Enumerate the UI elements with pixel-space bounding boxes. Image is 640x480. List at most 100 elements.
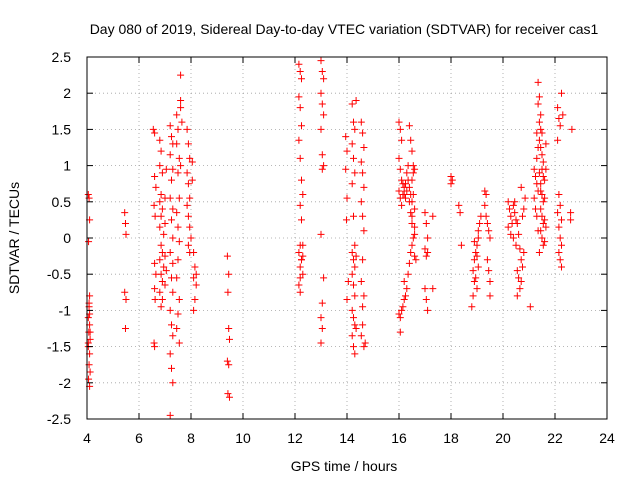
data-point: [122, 296, 130, 304]
data-point: [567, 209, 575, 217]
data-point: [161, 281, 169, 289]
data-point: [350, 118, 357, 126]
data-point: [162, 267, 170, 275]
data-point: [555, 223, 563, 231]
data-point: [166, 350, 174, 358]
data-point: [483, 220, 491, 228]
data-point: [169, 379, 177, 387]
data-point: [84, 191, 92, 199]
data-point: [357, 198, 365, 206]
x-tick-label: 14: [339, 430, 355, 446]
data-point: [533, 129, 541, 137]
data-point: [400, 277, 408, 285]
data-point: [396, 125, 404, 133]
data-point: [318, 67, 326, 75]
data-point: [295, 248, 303, 256]
data-point: [186, 194, 194, 202]
data-point: [472, 248, 480, 256]
data-point: [175, 154, 183, 162]
data-point: [447, 172, 455, 180]
data-point: [474, 227, 482, 235]
data-point: [473, 252, 481, 260]
data-point: [224, 390, 232, 398]
data-point: [535, 136, 543, 144]
data-point: [298, 75, 305, 83]
data-point: [457, 241, 465, 249]
data-point: [350, 281, 357, 289]
data-point: [169, 259, 177, 267]
data-point: [408, 147, 416, 155]
data-point: [186, 223, 194, 231]
data-point: [190, 274, 198, 282]
y-tick-label: -2: [59, 375, 72, 391]
data-point: [350, 256, 357, 264]
data-point: [539, 220, 547, 228]
data-point: [512, 241, 520, 249]
data-point: [122, 230, 130, 238]
data-point: [537, 205, 545, 213]
data-point: [350, 212, 357, 220]
data-point: [225, 335, 233, 343]
data-point: [317, 89, 325, 97]
data-point: [156, 198, 164, 206]
data-point: [506, 205, 513, 213]
data-point: [455, 201, 463, 209]
data-point: [533, 154, 541, 162]
data-point: [421, 209, 429, 217]
data-point: [469, 267, 477, 275]
data-point: [486, 234, 494, 242]
data-point: [405, 183, 413, 191]
data-point: [317, 57, 325, 65]
data-point: [357, 332, 365, 340]
data-point: [360, 144, 368, 151]
data-point: [296, 201, 304, 209]
y-tick-label: 0: [63, 230, 71, 246]
data-point: [539, 198, 547, 206]
data-point: [481, 187, 489, 195]
data-point: [408, 241, 416, 249]
data-point: [184, 212, 192, 220]
data-point: [351, 350, 359, 358]
data-point: [183, 169, 191, 177]
data-point: [360, 227, 368, 235]
data-point: [361, 339, 369, 347]
y-tick-label: 0.5: [52, 194, 72, 210]
data-point: [318, 165, 326, 173]
data-point: [190, 306, 198, 314]
data-point: [539, 158, 547, 166]
data-point: [360, 343, 368, 351]
data-point: [400, 191, 408, 199]
data-point: [482, 212, 490, 220]
x-tick-label: 10: [235, 430, 251, 446]
data-point: [168, 321, 175, 329]
data-point: [161, 252, 169, 260]
data-point: [352, 96, 360, 104]
data-point: [424, 306, 432, 314]
y-tick-label: -1: [59, 302, 72, 318]
data-point: [404, 270, 412, 278]
data-point: [534, 144, 542, 151]
data-point: [541, 194, 549, 202]
data-point: [411, 205, 419, 213]
data-point: [342, 216, 350, 224]
data-point: [175, 296, 183, 304]
data-point: [409, 234, 417, 242]
data-point: [530, 194, 538, 202]
data-point: [225, 361, 233, 369]
data-point: [520, 205, 528, 213]
data-point: [558, 216, 565, 224]
data-point: [407, 248, 415, 256]
data-point: [396, 314, 404, 322]
data-point: [299, 191, 307, 199]
data-point: [177, 96, 185, 104]
data-point: [534, 78, 542, 86]
y-axis-label: SDTVAR / TECUs: [6, 182, 22, 294]
data-point: [318, 325, 326, 332]
data-point: [535, 93, 543, 101]
data-point: [192, 270, 200, 278]
x-tick-label: 12: [287, 430, 303, 446]
data-point: [188, 158, 196, 166]
data-point: [538, 234, 546, 242]
data-point: [151, 296, 159, 304]
data-point: [538, 151, 546, 159]
